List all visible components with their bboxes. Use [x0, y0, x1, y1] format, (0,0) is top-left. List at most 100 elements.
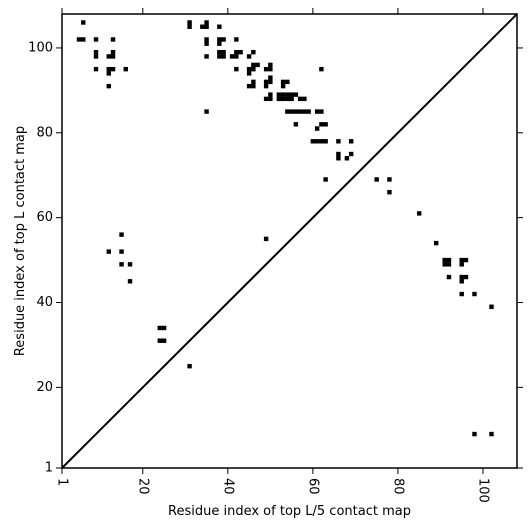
contact-cell — [251, 83, 256, 89]
contact-cell — [110, 49, 116, 55]
contact-cell — [472, 431, 477, 437]
contact-cell — [187, 363, 192, 369]
contact-cell — [229, 54, 235, 59]
contact-cell — [106, 83, 111, 89]
contact-cell — [221, 37, 226, 42]
contact-cell — [268, 96, 273, 102]
contact-cell — [106, 71, 111, 76]
contact-cell — [459, 274, 464, 280]
contact-cell — [280, 83, 286, 89]
contact-cell — [204, 41, 209, 46]
contact-cell — [263, 83, 269, 89]
contact-cell — [204, 54, 209, 59]
contact-cell — [276, 92, 282, 97]
contact-cell — [489, 304, 494, 309]
contact-cell — [106, 249, 111, 254]
contact-cell — [314, 126, 320, 131]
contact-cell — [204, 20, 209, 25]
contact-cell — [446, 257, 452, 263]
x-tick-label: 80 — [390, 478, 405, 495]
contact-cell — [263, 66, 269, 72]
contact-cell — [204, 24, 209, 29]
contact-cell — [268, 79, 273, 85]
contact-cell — [217, 41, 222, 46]
contact-cell — [204, 109, 209, 114]
y-tick-label: 60 — [36, 210, 53, 225]
contact-cell — [289, 96, 294, 102]
y-tick-label: 1 — [45, 461, 53, 476]
contact-cell — [293, 92, 299, 97]
contact-cell — [221, 54, 226, 59]
contact-cell — [314, 109, 320, 114]
contact-cell — [459, 262, 464, 267]
x-tick-label: 20 — [135, 478, 150, 495]
contact-cell — [81, 20, 86, 25]
contact-cell — [459, 257, 464, 263]
contact-cell — [246, 83, 252, 89]
contact-cell — [234, 66, 239, 72]
contact-cell — [323, 177, 328, 182]
contact-cell — [187, 20, 192, 25]
contact-cell — [336, 156, 341, 161]
contact-cell — [263, 96, 269, 102]
x-tick-label: 1 — [55, 478, 70, 486]
contact-cell — [217, 24, 222, 29]
contact-cell — [280, 92, 286, 97]
contact-cell — [387, 177, 392, 182]
contact-cell — [93, 37, 99, 42]
contact-cell — [276, 96, 282, 102]
contact-cell — [119, 232, 124, 237]
contact-cell — [344, 156, 350, 161]
y-tick-label: 40 — [36, 295, 53, 310]
contact-cell — [489, 431, 494, 437]
y-axis-label: Residue index of top L contact map — [13, 126, 28, 356]
contact-cell — [234, 54, 239, 59]
contact-cell — [433, 240, 439, 246]
contact-cell — [234, 49, 239, 55]
contact-cell — [93, 54, 99, 59]
contact-cell — [268, 66, 273, 72]
contact-cell — [81, 37, 86, 42]
contact-cell — [187, 24, 192, 29]
contact-cell — [336, 139, 341, 144]
contact-points — [76, 20, 494, 437]
contact-cell — [472, 291, 477, 297]
x-tick-label: 40 — [220, 478, 235, 495]
contact-cell — [110, 54, 116, 59]
contact-cell — [161, 325, 167, 331]
contact-cell — [127, 262, 133, 267]
contact-cell — [348, 151, 354, 157]
contact-cell — [319, 109, 324, 114]
contact-cell — [323, 122, 328, 127]
contact-cell — [446, 274, 452, 280]
contact-cell — [442, 257, 447, 263]
contact-cell — [157, 325, 163, 331]
contact-cell — [289, 109, 294, 114]
contact-cell — [110, 37, 116, 42]
contact-cell — [285, 79, 290, 85]
contact-cell — [127, 279, 133, 284]
contact-cell — [234, 37, 239, 42]
contact-cell — [268, 62, 273, 68]
contact-cell — [251, 66, 256, 72]
contact-cell — [293, 122, 299, 127]
contact-cell — [268, 92, 273, 97]
contact-cell — [280, 96, 286, 102]
contact-cell — [238, 49, 243, 55]
contact-cell — [285, 92, 290, 97]
plot-frame — [61, 13, 518, 469]
contact-cell — [263, 79, 269, 85]
contact-cell — [416, 211, 422, 216]
contact-cell — [446, 262, 452, 267]
contact-cell — [280, 79, 286, 85]
contact-cell — [319, 66, 324, 72]
contact-cell — [336, 151, 341, 157]
contact-cell — [319, 139, 324, 144]
contact-cell — [387, 189, 392, 195]
contact-cell — [204, 37, 209, 42]
contact-cell — [268, 75, 273, 80]
contact-cell — [285, 109, 290, 114]
contact-cell — [310, 139, 316, 144]
contact-cell — [246, 54, 252, 59]
